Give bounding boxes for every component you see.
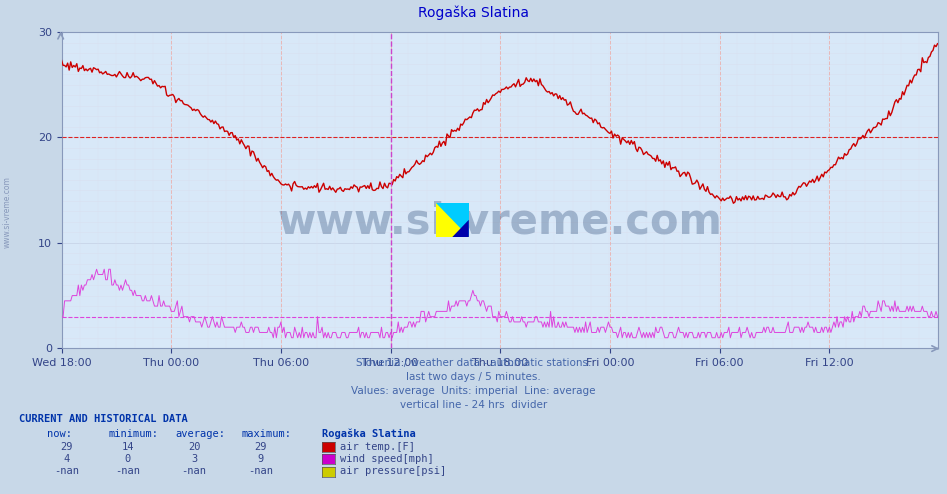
Text: air temp.[F]: air temp.[F] [340, 442, 415, 452]
Text: www.si-vreme.com: www.si-vreme.com [277, 201, 722, 243]
Text: 3: 3 [191, 454, 197, 464]
Text: air pressure[psi]: air pressure[psi] [340, 466, 446, 476]
Text: vertical line - 24 hrs  divider: vertical line - 24 hrs divider [400, 400, 547, 410]
Text: 4: 4 [63, 454, 69, 464]
Text: -nan: -nan [248, 466, 273, 476]
Text: 14: 14 [121, 442, 134, 452]
Text: 29: 29 [60, 442, 73, 452]
Text: CURRENT AND HISTORICAL DATA: CURRENT AND HISTORICAL DATA [19, 414, 188, 424]
Text: 29: 29 [254, 442, 267, 452]
Text: 0: 0 [125, 454, 131, 464]
Polygon shape [453, 220, 469, 237]
Text: Rogaška Slatina: Rogaška Slatina [322, 429, 416, 439]
Text: www.si-vreme.com: www.si-vreme.com [3, 176, 12, 248]
Text: -nan: -nan [182, 466, 206, 476]
Text: wind speed[mph]: wind speed[mph] [340, 454, 434, 464]
Text: 9: 9 [258, 454, 263, 464]
Text: Rogaška Slatina: Rogaška Slatina [418, 6, 529, 20]
Text: Slovenia / weather data - automatic stations.: Slovenia / weather data - automatic stat… [356, 358, 591, 368]
Text: -nan: -nan [116, 466, 140, 476]
Text: maximum:: maximum: [241, 429, 292, 439]
Text: now:: now: [47, 429, 72, 439]
Text: Values: average  Units: imperial  Line: average: Values: average Units: imperial Line: av… [351, 386, 596, 396]
Text: -nan: -nan [54, 466, 79, 476]
Text: average:: average: [175, 429, 225, 439]
Text: 20: 20 [188, 442, 201, 452]
Text: minimum:: minimum: [109, 429, 159, 439]
Polygon shape [436, 203, 469, 237]
Text: last two days / 5 minutes.: last two days / 5 minutes. [406, 372, 541, 382]
